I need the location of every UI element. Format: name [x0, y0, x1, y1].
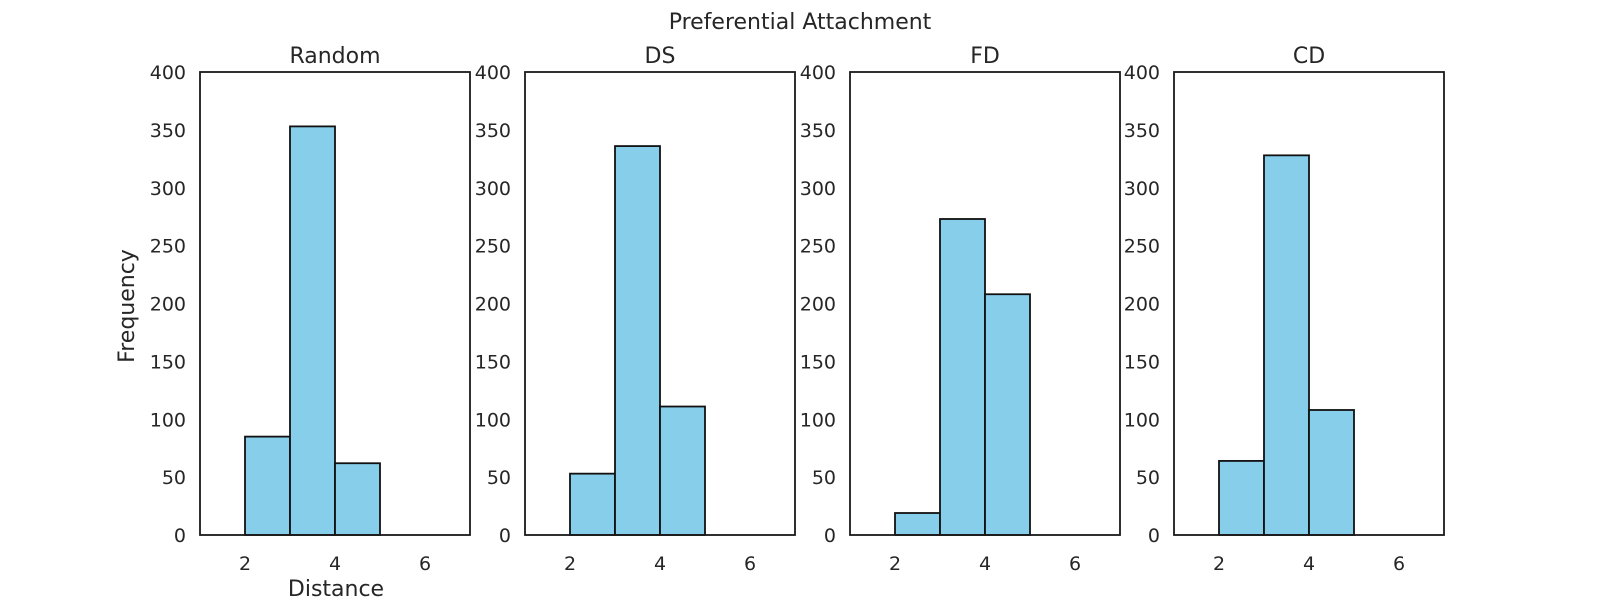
y-tick-label: 0 [824, 525, 836, 547]
y-tick-label: 150 [475, 351, 511, 373]
histogram-bar [569, 472, 616, 536]
y-tick-label: 50 [162, 467, 186, 489]
histogram-bar [334, 462, 381, 536]
histogram-bar [939, 218, 986, 536]
y-tick-label: 250 [1124, 236, 1160, 258]
y-tick-label: 200 [800, 294, 836, 316]
y-tick-label: 100 [475, 409, 511, 431]
x-axis-label: Distance [288, 577, 384, 600]
y-tick-label: 50 [487, 467, 511, 489]
panel-fd: FD 0 50 100 150 200 250 300 350 400 2 4 6 [800, 44, 1121, 575]
histogram-bar [1218, 460, 1265, 536]
plot-frame [199, 71, 471, 536]
x-tick-label: 4 [1303, 553, 1315, 575]
x-tick-label: 6 [1393, 553, 1405, 575]
histogram-bar [1263, 154, 1310, 536]
y-tick-label: 150 [800, 351, 836, 373]
x-tick-label: 2 [889, 553, 901, 575]
y-tick-label: 300 [800, 178, 836, 200]
histogram-bar [894, 512, 941, 536]
x-tick-label: 2 [564, 553, 576, 575]
y-tick-label: 300 [475, 178, 511, 200]
histogram-bar [614, 145, 661, 536]
y-tick-label: 150 [150, 351, 186, 373]
histogram-bar [659, 405, 706, 536]
x-tick-label: 6 [419, 553, 431, 575]
y-tick-label: 150 [1124, 351, 1160, 373]
histogram-bar [244, 435, 291, 536]
y-tick-label: 400 [475, 62, 511, 84]
x-tick-label: 6 [1069, 553, 1081, 575]
panel-title: Random [289, 44, 380, 69]
y-tick-label: 50 [1136, 467, 1160, 489]
x-tick-label: 2 [1213, 553, 1225, 575]
y-tick-label: 200 [150, 294, 186, 316]
x-tick-label: 4 [654, 553, 666, 575]
y-tick-label: 100 [1124, 409, 1160, 431]
histogram-bar [289, 125, 336, 536]
y-tick-label: 100 [150, 409, 186, 431]
histogram-bar [984, 293, 1031, 536]
plot-frame [1173, 71, 1445, 536]
x-tick-label: 4 [979, 553, 991, 575]
y-tick-label: 250 [150, 236, 186, 258]
y-tick-label: 100 [800, 409, 836, 431]
x-tick-label: 2 [239, 553, 251, 575]
y-tick-label: 350 [800, 120, 836, 142]
x-tick-label: 4 [329, 553, 341, 575]
y-tick-label: 50 [812, 467, 836, 489]
figure-title: Preferential Attachment [669, 10, 932, 35]
y-tick-label: 400 [1124, 62, 1160, 84]
y-tick-label: 400 [150, 62, 186, 84]
y-tick-label: 250 [475, 236, 511, 258]
x-tick-label: 6 [744, 553, 756, 575]
y-tick-label: 400 [800, 62, 836, 84]
y-tick-label: 350 [1124, 120, 1160, 142]
y-tick-label: 350 [475, 120, 511, 142]
y-tick-label: 0 [499, 525, 511, 547]
y-tick-label: 350 [150, 120, 186, 142]
y-tick-label: 300 [1124, 178, 1160, 200]
y-tick-label: 250 [800, 236, 836, 258]
y-tick-label: 200 [475, 294, 511, 316]
plot-frame [849, 71, 1121, 536]
panel-title: DS [645, 44, 676, 69]
histogram-bar [1308, 409, 1355, 536]
plot-frame [524, 71, 796, 536]
panel-ds: DS 0 50 100 150 200 250 300 350 400 2 4 6 [475, 44, 796, 575]
y-tick-label: 0 [1148, 525, 1160, 547]
y-axis-label: Frequency [115, 249, 140, 363]
panel-title: FD [970, 44, 1000, 69]
panel-random: Random 0 50 100 150 200 250 300 350 400 2 4 6 [150, 44, 471, 575]
panel-title: CD [1293, 44, 1325, 69]
panel-cd: CD 0 50 100 150 200 250 300 350 400 2 4 6 [1124, 44, 1445, 575]
y-tick-label: 200 [1124, 294, 1160, 316]
y-tick-label: 300 [150, 178, 186, 200]
y-tick-label: 0 [174, 525, 186, 547]
